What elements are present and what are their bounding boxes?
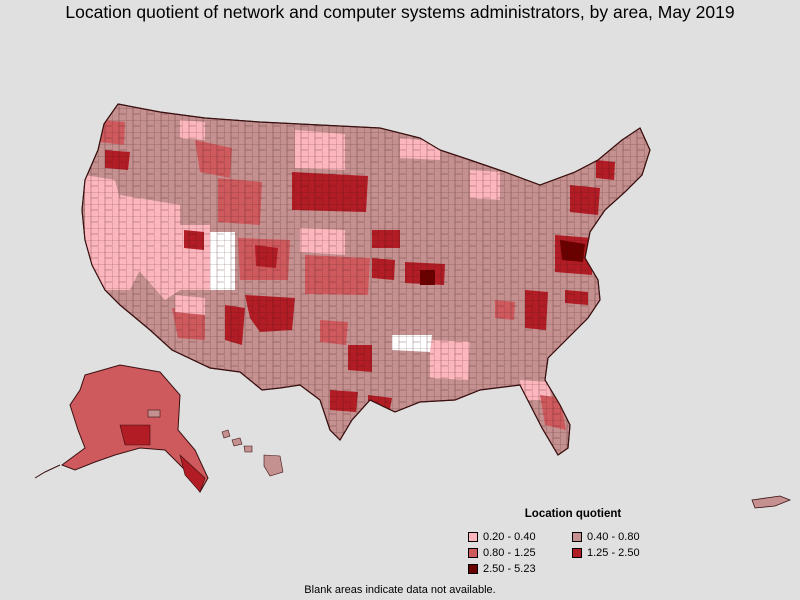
legend-item-0-80-1-25: 0.80 - 1.25	[468, 546, 572, 560]
legend: Location quotient 0.20 - 0.40 0.40 - 0.8…	[468, 508, 668, 576]
legend-swatch	[468, 548, 478, 558]
legend-label: 2.50 - 5.23	[483, 563, 536, 575]
legend-label: 0.80 - 1.25	[483, 547, 536, 559]
legend-swatch	[572, 548, 582, 558]
legend-label: 1.25 - 2.50	[587, 547, 640, 559]
legend-swatch	[468, 532, 478, 542]
hawaii-region	[221, 429, 284, 477]
alaska-region	[34, 364, 209, 493]
conus-region	[81, 103, 651, 456]
legend-swatch	[468, 564, 478, 574]
legend-grid: 0.20 - 0.40 0.40 - 0.80 0.80 - 1.25 1.25…	[468, 530, 668, 576]
footnote: Blank areas indicate data not available.	[304, 584, 496, 596]
legend-item-0-40-0-80: 0.40 - 0.80	[572, 530, 672, 544]
legend-item-2-50-5-23: 2.50 - 5.23	[468, 562, 572, 576]
puerto-rico-region	[751, 495, 792, 509]
legend-title: Location quotient	[524, 508, 622, 520]
legend-item-1-25-2-50: 1.25 - 2.50	[572, 546, 672, 560]
legend-item-0-20-0-40: 0.20 - 0.40	[468, 530, 572, 544]
legend-swatch	[572, 532, 582, 542]
legend-label: 0.20 - 0.40	[483, 531, 536, 543]
map-title: Location quotient of network and compute…	[65, 2, 735, 22]
legend-label: 0.40 - 0.80	[587, 531, 640, 543]
